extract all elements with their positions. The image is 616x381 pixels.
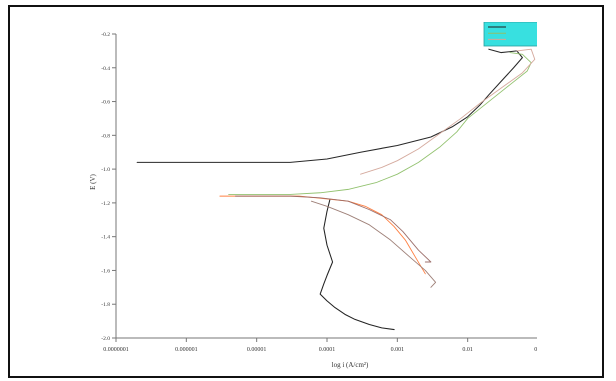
x-axis-label: log i (A/cm²)	[332, 361, 369, 369]
legend-layer	[483, 21, 549, 47]
y-tick-label: -1.4	[101, 235, 110, 241]
y-tick-label: -1.8	[101, 302, 110, 308]
legend-box	[483, 21, 549, 47]
figure-frame	[8, 5, 604, 378]
series-line-7	[360, 48, 536, 175]
y-tick-label: -2.0	[101, 336, 110, 342]
series-layer	[136, 48, 536, 331]
series-line-5	[235, 195, 432, 263]
y-tick-label: -0.4	[101, 66, 110, 72]
y-tick-label: -1.6	[101, 268, 110, 274]
series-line-3	[219, 195, 426, 275]
y-tick-label: -0.8	[101, 133, 110, 139]
y-tick-label: -0.2	[101, 32, 110, 38]
x-tick-label: 0.01	[462, 347, 473, 353]
y-tick-label: -1.2	[101, 201, 110, 207]
series-line-2	[136, 48, 523, 163]
x-tick-label: 0.0001	[319, 347, 336, 353]
series-line-1	[319, 198, 395, 331]
series-line-4	[228, 52, 532, 195]
polarization-chart: 0.0000001 0.000001 0.00001 0.0001 0.001 0.01 0…	[89, 21, 549, 369]
series-line-6	[310, 200, 437, 288]
y-tick-label: -1.0	[101, 167, 110, 173]
chart-container: 0.0000001 0.000001 0.00001 0.0001 0.001 0.01 0…	[82, 21, 549, 370]
x-tick-label: 0.00001	[247, 347, 267, 353]
x-tick-label: 0.001	[391, 347, 405, 353]
x-tick-label: 0.1	[534, 347, 537, 353]
y-axis-label: E (V)	[89, 173, 97, 189]
x-tick-label: 0.0000001	[103, 347, 129, 353]
x-tick-label: 0.000001	[175, 347, 198, 353]
y-tick-label: -0.6	[101, 100, 110, 106]
